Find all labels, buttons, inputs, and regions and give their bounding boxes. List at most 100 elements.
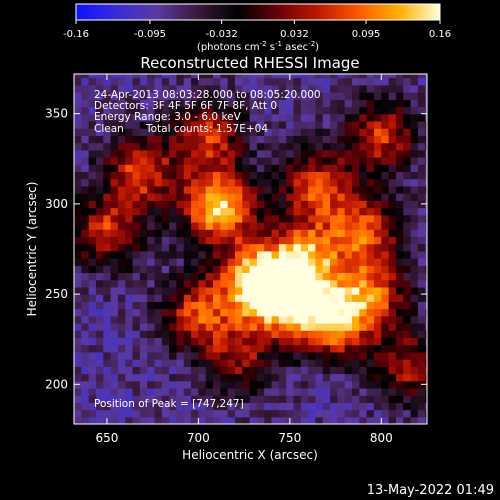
heatmap-cell	[213, 337, 221, 346]
heatmap-cell	[154, 286, 163, 295]
heatmap-cell	[381, 409, 390, 418]
heatmap-cell	[74, 409, 82, 418]
heatmap-cell	[308, 214, 317, 223]
heatmap-cell	[242, 221, 251, 230]
heatmap-cell	[213, 409, 221, 418]
heatmap-cell	[198, 301, 207, 310]
heatmap-cell	[110, 294, 119, 302]
heatmap-cell	[322, 200, 331, 209]
heatmap-cell	[352, 387, 360, 396]
heatmap-cell	[139, 322, 148, 331]
heatmap-cell	[125, 74, 134, 79]
heatmap-cell	[169, 315, 178, 324]
heatmap-cell	[139, 193, 148, 201]
heatmap-cell	[410, 99, 419, 108]
heatmap-cell	[359, 99, 368, 108]
heatmap-cell	[293, 315, 302, 324]
heatmap-cell	[103, 142, 112, 151]
heatmap-cell	[417, 149, 426, 158]
heatmap-cell	[205, 156, 214, 165]
heatmap-cell	[154, 330, 163, 339]
heatmap-cell	[125, 294, 134, 302]
heatmap-cell	[271, 359, 280, 367]
heatmap-cell	[410, 380, 419, 389]
heatmap-cell	[381, 135, 390, 144]
heatmap-cell	[95, 149, 104, 158]
heatmap-cell	[278, 258, 287, 266]
heatmap-cell	[417, 265, 426, 274]
heatmap-cell	[132, 120, 141, 129]
heatmap-cell	[183, 416, 192, 424]
heatmap-cell	[117, 402, 126, 411]
heatmap-cell	[373, 351, 382, 360]
heatmap-cell	[271, 128, 280, 136]
heatmap-cell	[315, 402, 324, 411]
heatmap-cell	[227, 221, 236, 230]
heatmap-cell	[198, 315, 207, 324]
heatmap-cell	[264, 156, 273, 165]
heatmap-cell	[169, 193, 178, 201]
heatmap-cell	[205, 135, 214, 144]
heatmap-cell	[395, 207, 404, 216]
heatmap-cell	[154, 387, 163, 396]
heatmap-cell	[103, 380, 112, 389]
heatmap-cell	[125, 250, 134, 259]
heatmap-cell	[183, 395, 192, 403]
heatmap-cell	[176, 294, 185, 302]
heatmap-cell	[242, 77, 251, 86]
heatmap-cell	[191, 99, 199, 108]
heatmap-cell	[81, 164, 90, 173]
heatmap-cell	[74, 156, 82, 165]
heatmap-cell	[315, 395, 324, 403]
heatmap-cell	[176, 395, 185, 403]
heatmap-cell	[286, 337, 295, 346]
heatmap-cell	[366, 142, 375, 151]
heatmap-cell	[103, 337, 112, 346]
heatmap-cell	[315, 337, 324, 346]
heatmap-cell	[352, 258, 360, 266]
heatmap-cell	[125, 214, 134, 223]
heatmap-cell	[117, 84, 126, 93]
heatmap-cell	[366, 214, 375, 223]
y-axis-label: Heliocentric Y (arcsec)	[25, 182, 39, 317]
heatmap-cell	[293, 178, 302, 187]
heatmap-cell	[103, 113, 112, 122]
heatmap-cell	[234, 416, 243, 424]
heatmap-cell	[125, 286, 134, 295]
heatmap-cell	[220, 322, 229, 331]
heatmap-cell	[373, 366, 382, 375]
heatmap-cell	[300, 193, 309, 201]
heatmap-cell	[161, 265, 170, 274]
heatmap-cell	[264, 395, 273, 403]
heatmap-cell	[227, 120, 236, 129]
heatmap-cell	[139, 171, 148, 180]
heatmap-cell	[81, 92, 90, 100]
heatmap-cell	[183, 221, 192, 230]
heatmap-cell	[125, 128, 134, 136]
heatmap-cell	[315, 135, 324, 144]
heatmap-cell	[110, 193, 119, 201]
heatmap-cell	[271, 178, 280, 187]
heatmap-cell	[271, 120, 280, 129]
heatmap-cell	[352, 322, 360, 331]
heatmap-cell	[337, 128, 346, 136]
heatmap-cell	[300, 185, 309, 194]
heatmap-cell	[388, 229, 397, 237]
heatmap-cell	[359, 84, 368, 93]
heatmap-cell	[278, 265, 287, 274]
heatmap-cell	[234, 322, 243, 331]
heatmap-cell	[227, 322, 236, 331]
y-tick-label: 250	[45, 287, 68, 301]
heatmap-cell	[337, 272, 346, 281]
heatmap-cell	[234, 380, 243, 389]
heatmap-cell	[191, 92, 199, 100]
heatmap-cell	[286, 113, 295, 122]
heatmap-cell	[110, 330, 119, 339]
heatmap-cell	[293, 286, 302, 295]
heatmap-cell	[242, 258, 251, 266]
heatmap-cell	[103, 149, 112, 158]
heatmap-cell	[293, 214, 302, 223]
heatmap-cell	[278, 171, 287, 180]
heatmap-cell	[81, 272, 90, 281]
heatmap-cell	[227, 207, 236, 216]
